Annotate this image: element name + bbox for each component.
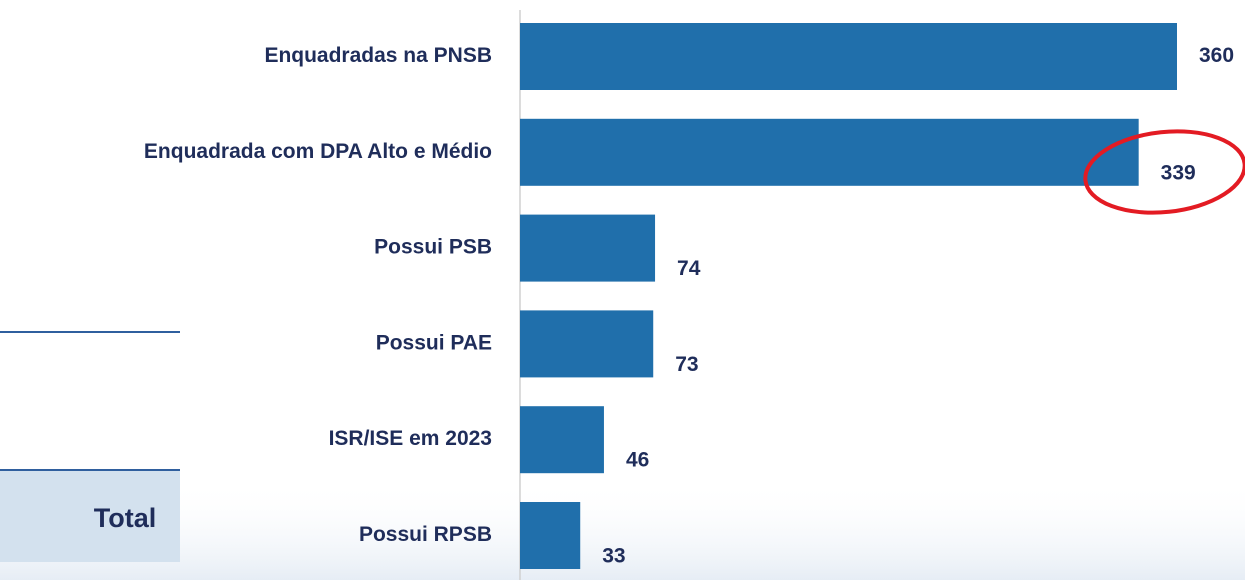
category-label: Possui RPSB xyxy=(359,523,492,546)
value-label: 339 xyxy=(1161,161,1196,184)
bars: Enquadradas na PNSB 360 Enquadrada com DPA… xyxy=(144,23,1234,569)
bar xyxy=(520,23,1177,90)
category-label: Possui PSB xyxy=(374,236,492,259)
bar xyxy=(520,502,581,569)
category-label: Enquadrada com DPA Alto e Médio xyxy=(144,140,492,163)
category-label: ISR/ISE em 2023 xyxy=(329,427,492,450)
background-fade xyxy=(0,480,1245,580)
value-label: 360 xyxy=(1199,44,1234,67)
bar xyxy=(520,310,654,378)
value-label: 33 xyxy=(602,545,625,568)
value-label: 74 xyxy=(677,257,701,280)
bar xyxy=(520,118,1139,186)
category-label: Enquadradas na PNSB xyxy=(264,44,492,67)
bar xyxy=(520,406,604,474)
bar xyxy=(520,214,656,282)
category-label: Possui PAE xyxy=(376,331,492,354)
table-header: Total xyxy=(94,503,157,533)
table-header-cell xyxy=(0,470,180,562)
value-label: 73 xyxy=(675,353,698,376)
value-label: 46 xyxy=(626,449,649,472)
